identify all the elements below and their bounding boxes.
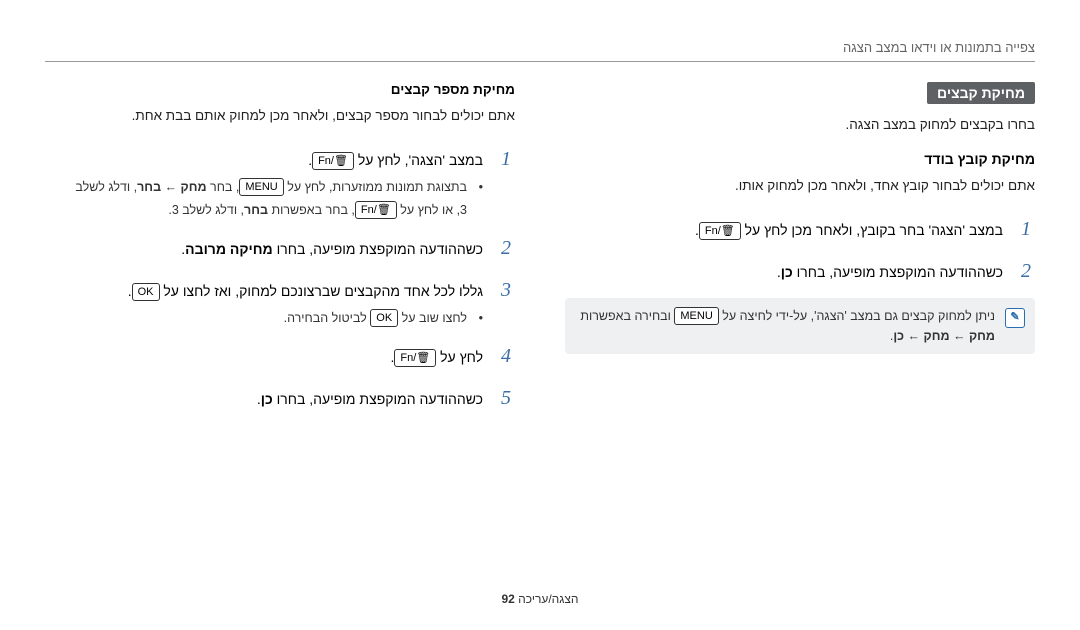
step-text: לחץ על Fn/🗑.	[45, 346, 483, 370]
step-text: במצב 'הצגה' בחר בקובץ, ולאחר מכן לחץ על …	[565, 219, 1003, 243]
menu-key: MENU	[239, 178, 283, 196]
step: 2 כשההודעה המוקפצת מופיעה, בחרו כן.	[565, 254, 1035, 288]
step: 3 גללו לכל אחד מהקבצים שברצונכם למחוק, ו…	[45, 273, 515, 331]
intro-left: אתם יכולים לבחור מספר קבצים, ולאחר מכן ל…	[45, 105, 515, 128]
step-text: כשההודעה המוקפצת מופיעה, בחרו כן.	[565, 261, 1003, 285]
ok-key: OK	[370, 309, 398, 327]
fn-trash-key: Fn/🗑	[699, 222, 741, 240]
subheading-single: מחיקת קובץ בודד	[565, 151, 1035, 167]
step-number: 3	[497, 273, 515, 307]
fn-trash-key: Fn/🗑	[312, 152, 354, 170]
sub-body-single: אתם יכולים לבחור קובץ אחד, ולאחר מכן למח…	[565, 175, 1035, 198]
step: 5 כשההודעה המוקפצת מופיעה, בחרו כן.	[45, 381, 515, 415]
step-number: 4	[497, 339, 515, 373]
steps-left: 1 במצב 'הצגה', לחץ על Fn/🗑. • בתצוגת תמו…	[45, 142, 515, 415]
sub-bullets-3: • לחצו שוב על OK לביטול הבחירה.	[45, 308, 483, 329]
step-number: 2	[497, 231, 515, 265]
page-footer: הצגה/עריכה 92	[0, 592, 1080, 606]
left-column: מחיקת מספר קבצים אתם יכולים לבחור מספר ק…	[45, 82, 515, 425]
steps-right: 1 במצב 'הצגה' בחר בקובץ, ולאחר מכן לחץ ע…	[565, 212, 1035, 288]
step-number: 2	[1017, 254, 1035, 288]
section-title-delete: מחיקת קבצים	[927, 82, 1035, 104]
step-text: גללו לכל אחד מהקבצים שברצונכם למחוק, ואז…	[45, 280, 483, 331]
step-number: 5	[497, 381, 515, 415]
fn-trash-key: Fn/🗑	[355, 201, 397, 219]
step-text: במצב 'הצגה', לחץ על Fn/🗑. • בתצוגת תמונו…	[45, 149, 483, 223]
intro-right: בחרו בקבצים למחוק במצב הצגה.	[565, 114, 1035, 137]
step: 1 במצב 'הצגה', לחץ על Fn/🗑. • בתצוגת תמו…	[45, 142, 515, 223]
step-text: כשההודעה המוקפצת מופיעה, בחרו כן.	[45, 388, 483, 412]
subheading-multi: מחיקת מספר קבצים	[45, 82, 515, 97]
fn-trash-key: Fn/🗑	[394, 349, 436, 367]
step: 4 לחץ על Fn/🗑.	[45, 339, 515, 373]
sub-bullets-1: • בתצוגת תמונות ממוזערות, לחץ על MENU, ב…	[45, 177, 483, 222]
note-icon: ✎	[1005, 308, 1025, 328]
right-column: מחיקת קבצים בחרו בקבצים למחוק במצב הצגה.…	[565, 82, 1035, 425]
note-box: ✎ ניתן למחוק קבצים גם במצב 'הצגה', על-יד…	[565, 298, 1035, 354]
page-header: צפייה בתמונות או וידאו במצב הצגה	[45, 40, 1035, 62]
ok-key: OK	[132, 283, 160, 301]
menu-key: MENU	[674, 307, 718, 325]
step: 2 כשההודעה המוקפצת מופיעה, בחרו מחיקה מר…	[45, 231, 515, 265]
step: 1 במצב 'הצגה' בחר בקובץ, ולאחר מכן לחץ ע…	[565, 212, 1035, 246]
step-number: 1	[1017, 212, 1035, 246]
note-text: ניתן למחוק קבצים גם במצב 'הצגה', על-ידי …	[575, 306, 995, 346]
step-number: 1	[497, 142, 515, 176]
step-text: כשההודעה המוקפצת מופיעה, בחרו מחיקה מרוב…	[45, 238, 483, 262]
